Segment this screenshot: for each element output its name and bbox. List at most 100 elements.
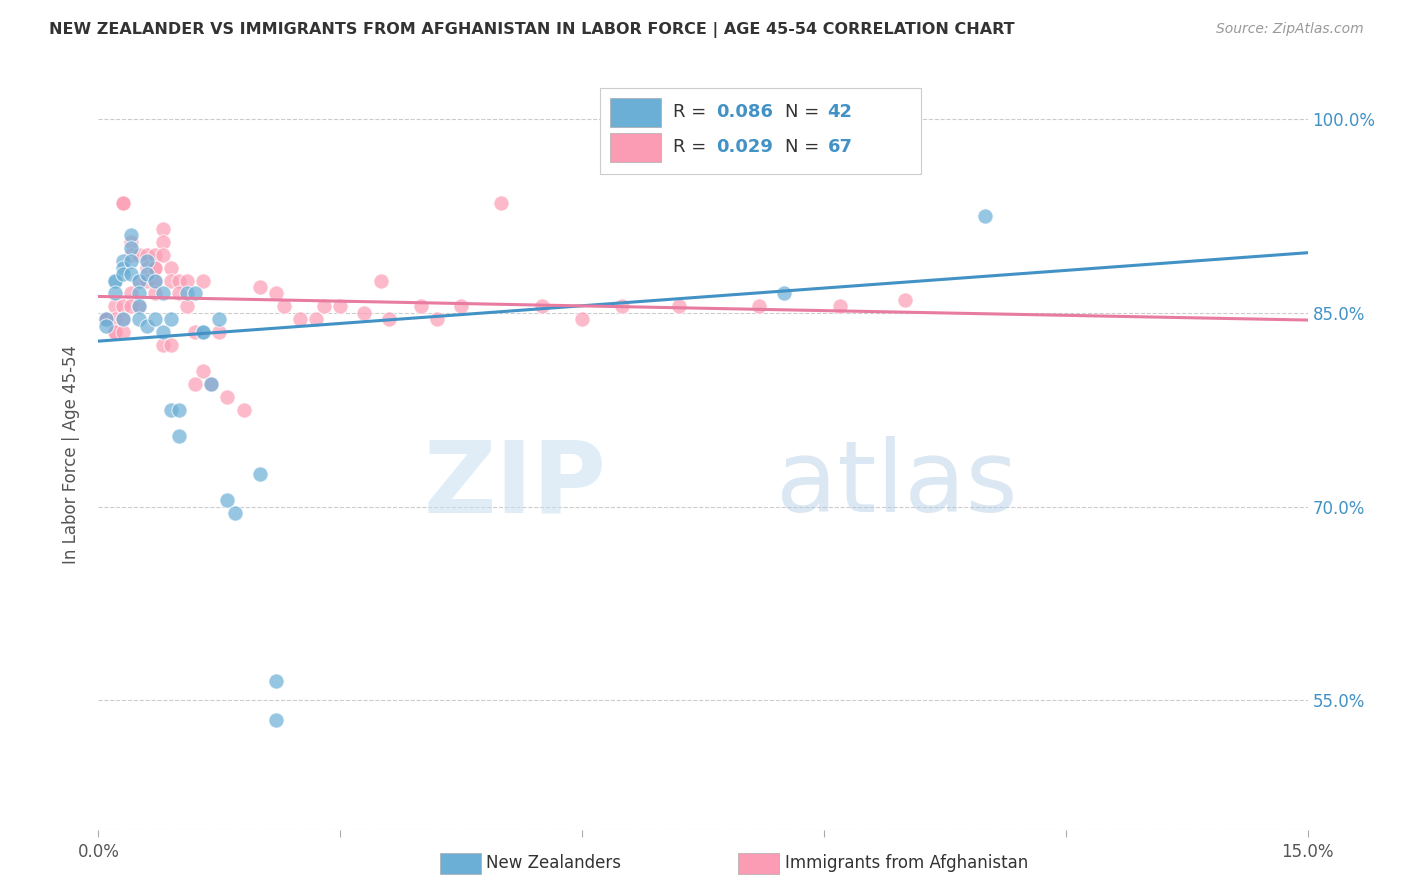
Point (273, 299, 295, 313)
Point (103, 273, 125, 287)
Point (120, 235, 142, 249)
Point (111, 312, 134, 326)
Point (120, 248, 142, 262)
Point (111, 267, 134, 281)
Point (176, 299, 198, 313)
Point (152, 325, 174, 339)
Text: N =: N = (785, 103, 825, 120)
Point (974, 209, 997, 223)
Point (264, 713, 287, 727)
Text: atlas: atlas (776, 436, 1017, 533)
Point (200, 376, 222, 391)
Point (111, 196, 134, 211)
Point (426, 312, 449, 326)
Point (305, 312, 328, 326)
Text: Source: ZipAtlas.com: Source: ZipAtlas.com (1216, 22, 1364, 37)
Point (329, 299, 352, 313)
Point (160, 338, 183, 352)
Point (176, 286, 198, 301)
Point (96, 312, 118, 326)
Point (217, 390, 239, 404)
FancyBboxPatch shape (610, 97, 661, 127)
Point (160, 402, 183, 417)
Point (111, 196, 134, 211)
Point (208, 312, 231, 326)
Point (103, 325, 125, 339)
Point (224, 506, 246, 520)
Point (893, 293, 915, 307)
Text: Immigrants from Afghanistan: Immigrants from Afghanistan (785, 855, 1028, 872)
Point (377, 312, 399, 326)
Point (772, 286, 794, 301)
Point (184, 325, 207, 339)
Point (264, 286, 287, 301)
Text: New Zealanders: New Zealanders (486, 855, 621, 872)
Point (111, 325, 134, 339)
Point (135, 254, 157, 268)
Point (96, 312, 118, 326)
Point (128, 312, 150, 326)
Point (217, 493, 239, 508)
Point (143, 273, 166, 287)
FancyBboxPatch shape (600, 87, 921, 174)
Point (143, 260, 166, 275)
Point (668, 299, 690, 313)
Point (143, 248, 166, 262)
Point (120, 286, 142, 301)
Point (353, 306, 375, 320)
FancyBboxPatch shape (610, 133, 661, 162)
Point (167, 402, 190, 417)
Point (828, 112, 851, 126)
Point (193, 364, 215, 378)
Point (120, 267, 142, 281)
Point (143, 273, 166, 287)
Text: NEW ZEALANDER VS IMMIGRANTS FROM AFGHANISTAN IN LABOR FORCE | AGE 45-54 CORRELAT: NEW ZEALANDER VS IMMIGRANTS FROM AFGHANI… (49, 22, 1015, 38)
Text: 0.029: 0.029 (716, 138, 773, 156)
Point (128, 286, 150, 301)
Point (530, 299, 553, 313)
Point (135, 267, 157, 281)
Text: ZIP: ZIP (423, 436, 606, 533)
Point (103, 286, 125, 301)
Point (103, 273, 125, 287)
Point (571, 312, 593, 326)
Point (450, 299, 472, 313)
Point (314, 299, 336, 313)
Point (143, 312, 166, 326)
Point (96, 318, 118, 333)
Text: 67: 67 (828, 138, 852, 156)
Point (167, 273, 190, 287)
Point (370, 273, 392, 287)
Point (232, 402, 254, 417)
Point (160, 312, 183, 326)
Point (128, 273, 150, 287)
Point (176, 273, 198, 287)
Point (160, 273, 183, 287)
Point (111, 260, 134, 275)
Point (135, 248, 157, 262)
Point (103, 299, 125, 313)
Point (152, 222, 174, 236)
Y-axis label: In Labor Force | Age 45-54: In Labor Force | Age 45-54 (62, 345, 80, 565)
Point (160, 260, 183, 275)
Point (135, 273, 157, 287)
Point (103, 325, 125, 339)
Point (193, 325, 215, 339)
Point (491, 196, 513, 211)
Point (143, 286, 166, 301)
Point (152, 286, 174, 301)
Point (167, 286, 190, 301)
Text: R =: R = (672, 103, 711, 120)
Point (167, 428, 190, 442)
Text: N =: N = (785, 138, 825, 156)
Point (128, 248, 150, 262)
Point (120, 228, 142, 243)
Point (264, 673, 287, 688)
Point (193, 325, 215, 339)
Point (208, 325, 231, 339)
Point (184, 376, 207, 391)
Point (111, 299, 134, 313)
Point (96, 312, 118, 326)
Point (152, 235, 174, 249)
Point (120, 241, 142, 255)
